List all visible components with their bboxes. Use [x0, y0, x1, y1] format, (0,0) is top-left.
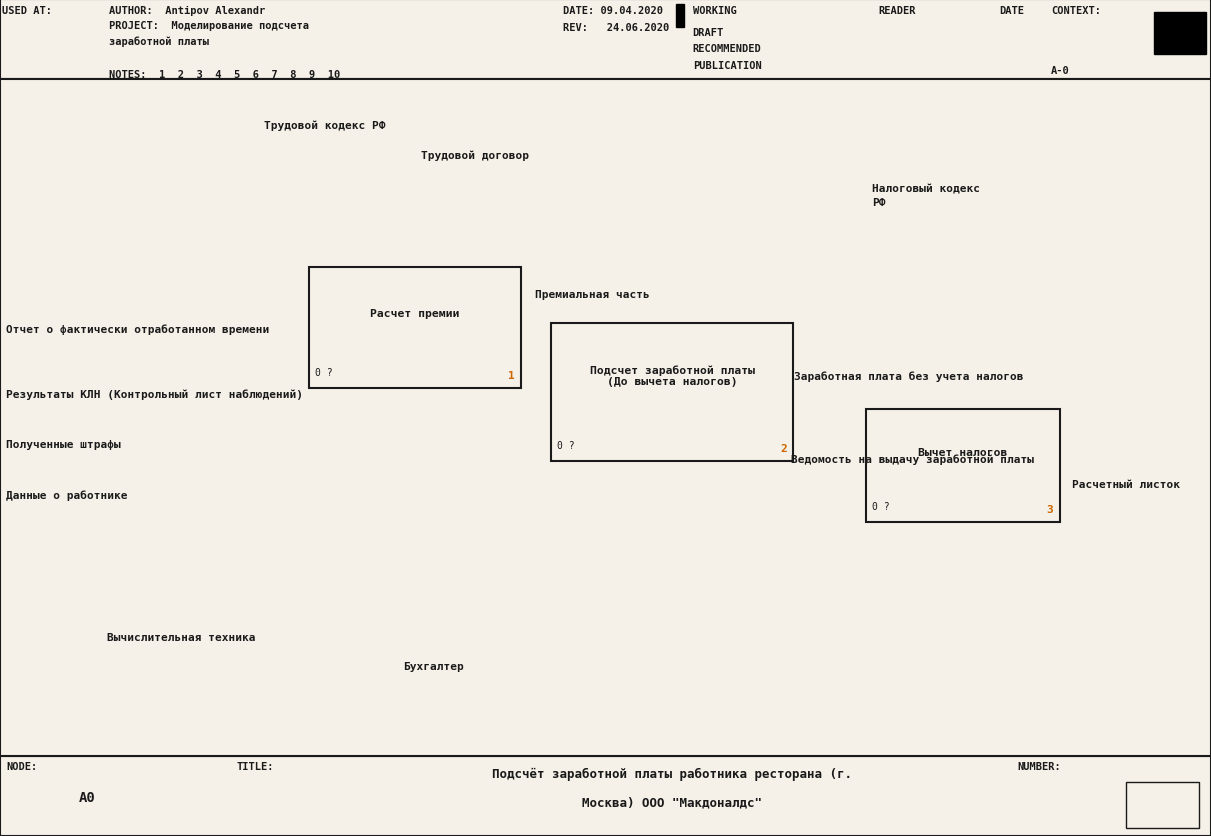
Text: 0 ?: 0 ?	[315, 368, 333, 378]
Text: 0 ?: 0 ?	[557, 441, 575, 451]
Text: RECOMMENDED: RECOMMENDED	[693, 43, 762, 54]
Text: REV:   24.06.2020: REV: 24.06.2020	[563, 23, 670, 33]
Bar	[1060, 411, 1068, 517]
Text: Трудовой кодекс РФ: Трудовой кодекс РФ	[264, 120, 385, 131]
Text: NODE:: NODE:	[6, 761, 38, 771]
Text: USED AT:: USED AT:	[2, 6, 52, 16]
Text: 2: 2	[780, 443, 787, 453]
Text: 3: 3	[1046, 504, 1054, 514]
Text: Расчетный листок: Расчетный листок	[1072, 479, 1180, 489]
Text: Бухгалтер: Бухгалтер	[403, 661, 464, 671]
Text: 0 ?: 0 ?	[872, 502, 890, 512]
Text: READER: READER	[878, 6, 916, 16]
Bar	[1126, 782, 1199, 828]
Bar	[0, 79, 1211, 757]
Text: CONTEXT:: CONTEXT:	[1051, 6, 1101, 16]
Bar	[315, 389, 529, 395]
Text: A0: A0	[79, 790, 96, 804]
Bar	[1154, 13, 1206, 55]
Text: Отчет о фактически отработанном времени: Отчет о фактически отработанном времени	[6, 324, 269, 334]
Text: PROJECT:  Моделирование подсчета: PROJECT: Моделирование подсчета	[109, 21, 309, 31]
Text: DATE: DATE	[999, 6, 1025, 16]
Text: PUBLICATION: PUBLICATION	[693, 61, 762, 71]
Bar	[866, 410, 1060, 522]
Text: NOTES:  1  2  3  4  5  6  7  8  9  10: NOTES: 1 2 3 4 5 6 7 8 9 10	[109, 70, 340, 80]
Text: Вычислительная техника: Вычислительная техника	[107, 632, 256, 642]
Text: Данные о работнике: Данные о работнике	[6, 489, 127, 500]
Text: заработной платы: заработной платы	[109, 36, 210, 47]
Text: AUTHOR:  Antipov Alexandr: AUTHOR: Antipov Alexandr	[109, 6, 265, 16]
Text: 1: 1	[507, 370, 515, 380]
Text: DATE: 09.04.2020: DATE: 09.04.2020	[563, 6, 664, 16]
Text: WORKING: WORKING	[693, 6, 736, 16]
Bar	[309, 268, 521, 389]
Text: Результаты КЛН (Контрольный лист наблюдений): Результаты КЛН (Контрольный лист наблюде…	[6, 389, 303, 400]
Text: A-0: A-0	[1051, 66, 1069, 76]
Bar	[872, 522, 1068, 528]
Text: Расчет премии: Расчет премии	[371, 308, 459, 319]
Text: Премиальная часть: Премиальная часть	[535, 289, 650, 299]
Bar	[793, 325, 802, 456]
Text: Ведомость на выдачу заработной платы: Ведомость на выдачу заработной платы	[791, 454, 1034, 465]
Text: Налоговый кодекс: Налоговый кодекс	[872, 184, 980, 194]
Text: Заработная плата без учета налогов: Заработная плата без учета налогов	[794, 370, 1023, 381]
Text: Подсчет заработной платы
(До вычета налогов): Подсчет заработной платы (До вычета нало…	[590, 364, 754, 387]
Bar	[0, 0, 1211, 79]
Bar	[676, 5, 684, 28]
Bar	[551, 324, 793, 461]
Text: Вычет налогов: Вычет налогов	[918, 447, 1008, 457]
Bar	[557, 461, 802, 467]
Text: Подсчёт заработной платы работника ресторана (г.: Подсчёт заработной платы работника ресто…	[492, 767, 853, 781]
Bar	[521, 269, 529, 384]
Text: РФ: РФ	[872, 197, 885, 207]
Text: DRAFT: DRAFT	[693, 28, 724, 38]
Text: Трудовой договор: Трудовой договор	[421, 150, 529, 161]
Text: Москва) ООО "Макдоналдс": Москва) ООО "Макдоналдс"	[582, 796, 762, 809]
Bar	[0, 757, 1211, 836]
Text: Полученные штрафы: Полученные штрафы	[6, 440, 121, 450]
Text: TITLE:: TITLE:	[236, 761, 274, 771]
Text: NUMBER:: NUMBER:	[1017, 761, 1061, 771]
